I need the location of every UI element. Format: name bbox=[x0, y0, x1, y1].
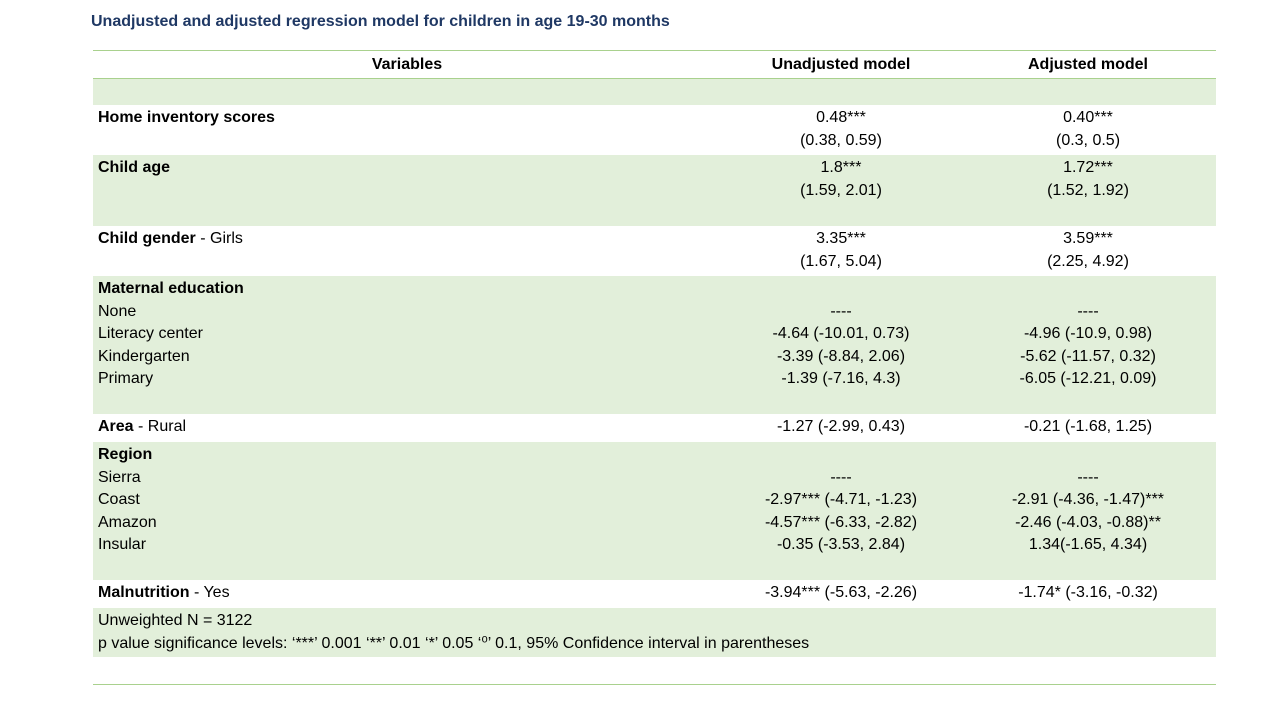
row-home-inventory: Home inventory scores 0.48*** (0.38, 0.5… bbox=[93, 105, 1216, 155]
cell-value: -2.91 (-4.36, -1.47)*** bbox=[1011, 491, 1165, 508]
row-child-age: Child age 1.8*** (1.59, 2.01) 1.72*** (1… bbox=[93, 155, 1216, 226]
row-label: Child age bbox=[98, 159, 171, 176]
cell-value: ---- bbox=[830, 302, 852, 320]
cell-value: -4.64 (-10.01, 0.73) bbox=[772, 325, 910, 342]
table-title: Unadjusted and adjusted regression model… bbox=[91, 13, 670, 30]
category-item: None bbox=[98, 302, 137, 320]
cell-ci: (1.67, 5.04) bbox=[800, 252, 882, 270]
significance-note: p value significance levels: ‘***’ 0.001… bbox=[98, 634, 810, 652]
cell-value: 1.72*** bbox=[1063, 159, 1113, 176]
row-label: Child gender bbox=[98, 230, 196, 247]
category-item: Primary bbox=[98, 370, 154, 387]
row-maternal-education: Maternal education None Literacy center … bbox=[93, 276, 1216, 414]
cell-value: -0.21 (-1.68, 1.25) bbox=[1023, 418, 1153, 435]
category-item: Insular bbox=[98, 536, 147, 553]
cell-value: -2.46 (-4.03, -0.88)** bbox=[1015, 513, 1161, 531]
category-item: Coast bbox=[98, 491, 140, 508]
cell-value: 1.8*** bbox=[820, 159, 862, 176]
cell-value: 0.48*** bbox=[816, 109, 866, 126]
cell-value: -4.57*** (-6.33, -2.82) bbox=[764, 513, 918, 531]
cell-value: -1.27 (-2.99, 0.43) bbox=[776, 418, 906, 435]
category-item: Sierra bbox=[98, 468, 141, 486]
regression-table: Variables Unadjusted model Adjusted mode… bbox=[93, 50, 1216, 657]
cell-value: -3.94*** (-5.63, -2.26) bbox=[764, 584, 918, 601]
category-item: Amazon bbox=[98, 513, 157, 531]
cell-ci: (2.25, 4.92) bbox=[1047, 252, 1129, 270]
row-child-gender: Child gender - Girls 3.35*** (1.67, 5.04… bbox=[93, 226, 1216, 276]
row-label: Home inventory scores bbox=[98, 109, 275, 126]
row-label-suffix: - Yes bbox=[189, 584, 230, 601]
row-area: Area - Rural -1.27 (-2.99, 0.43) -0.21 (… bbox=[93, 414, 1216, 442]
sample-size-note: Unweighted N = 3122 bbox=[98, 612, 253, 629]
bottom-rule bbox=[93, 684, 1216, 685]
cell-value: -0.35 (-3.53, 2.84) bbox=[776, 536, 906, 553]
row-label: Malnutrition bbox=[98, 584, 190, 601]
cell-ci: (1.59, 2.01) bbox=[800, 181, 882, 199]
cell-value: 0.40*** bbox=[1063, 109, 1113, 126]
header-adjusted: Adjusted model bbox=[1027, 56, 1148, 73]
cell-value: ---- bbox=[1077, 468, 1099, 486]
cell-value: 1.34(-1.65, 4.34) bbox=[1028, 536, 1148, 553]
cell-value: -4.96 (-10.9, 0.98) bbox=[1023, 325, 1153, 342]
cell-value: ---- bbox=[1077, 302, 1099, 320]
header-unadjusted: Unadjusted model bbox=[771, 56, 911, 73]
row-label-suffix: - Girls bbox=[195, 230, 243, 247]
cell-ci: (0.3, 0.5) bbox=[1055, 131, 1121, 149]
cell-value: -5.62 (-11.57, 0.32) bbox=[1020, 347, 1156, 365]
cell-value: -1.39 (-7.16, 4.3) bbox=[781, 370, 901, 387]
row-label: Region bbox=[98, 446, 153, 463]
row-label-suffix: - Rural bbox=[133, 418, 187, 435]
cell-value: -3.39 (-8.84, 2.06) bbox=[776, 347, 906, 365]
table-footer: Unweighted N = 3122 p value significance… bbox=[93, 608, 1216, 657]
category-item: Kindergarten bbox=[98, 347, 190, 365]
row-label: Maternal education bbox=[98, 280, 244, 297]
table-header-row: Variables Unadjusted model Adjusted mode… bbox=[93, 51, 1216, 79]
cell-value: ---- bbox=[830, 468, 852, 486]
cell-value: 3.35*** bbox=[816, 230, 866, 247]
row-region: Region Sierra Coast Amazon Insular ---- … bbox=[93, 442, 1216, 580]
cell-value: -2.97*** (-4.71, -1.23) bbox=[764, 491, 918, 508]
cell-value: -1.74* (-3.16, -0.32) bbox=[1018, 584, 1158, 601]
spacer-row bbox=[93, 79, 1216, 105]
row-label: Area bbox=[98, 418, 134, 435]
cell-value: 3.59*** bbox=[1063, 230, 1113, 247]
row-malnutrition: Malnutrition - Yes -3.94*** (-5.63, -2.2… bbox=[93, 580, 1216, 608]
header-variables: Variables bbox=[371, 56, 443, 73]
cell-ci: (1.52, 1.92) bbox=[1047, 181, 1129, 199]
cell-value: -6.05 (-12.21, 0.09) bbox=[1019, 370, 1157, 387]
category-item: Literacy center bbox=[98, 325, 203, 342]
cell-ci: (0.38, 0.59) bbox=[800, 131, 882, 149]
